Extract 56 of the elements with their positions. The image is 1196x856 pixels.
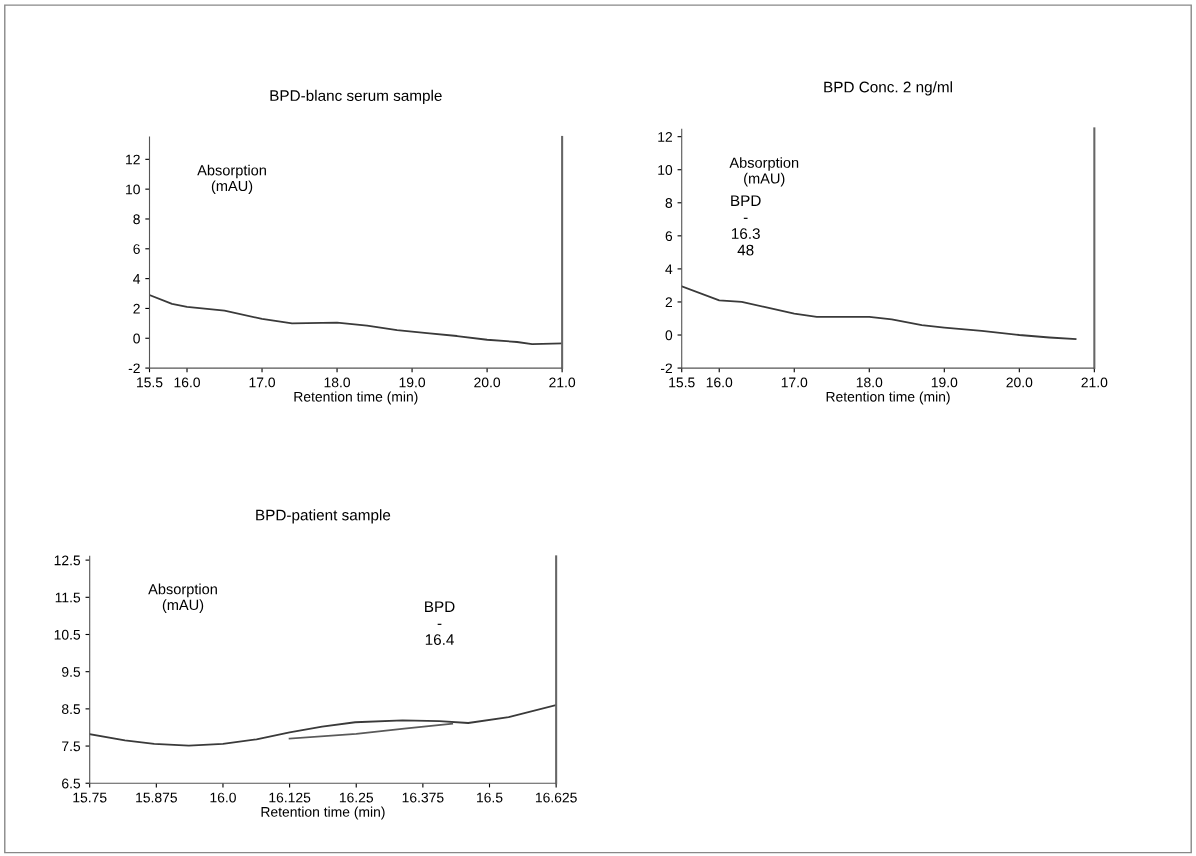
x-tick-label: 17.0 xyxy=(249,377,276,388)
x-tick-label: 15.5 xyxy=(137,377,163,388)
y-tick-label: 8 xyxy=(133,214,140,225)
x-tick-label: 16.0 xyxy=(210,792,236,803)
annotation: BPD - 16.4 xyxy=(425,601,455,646)
x-tick-label: 15.75 xyxy=(73,792,107,803)
x-tick-label: 18.0 xyxy=(856,377,883,388)
x-axis-title: Retention time (min) xyxy=(261,806,385,820)
y-tick-label: 2 xyxy=(665,297,672,307)
y-tick-label: -2 xyxy=(128,363,140,374)
x-tick-label: 16.375 xyxy=(402,792,444,803)
x-tick-label: 18.0 xyxy=(324,377,351,388)
chart-title: BPD-blanc serum sample xyxy=(270,89,442,105)
annotation: BPD - 16.3 48 xyxy=(731,195,761,256)
x-tick-label: 21.0 xyxy=(1081,377,1108,388)
y-axis-title: Absorption (mAU) xyxy=(729,157,799,187)
y-tick-label: 0 xyxy=(665,330,673,341)
y-tick-label: 2 xyxy=(133,303,140,314)
x-tick-label: 19.0 xyxy=(399,377,426,388)
x-tick-label: 15.5 xyxy=(669,377,695,388)
y-tick-label: 12 xyxy=(658,132,672,142)
chart-title: BPD-patient sample xyxy=(256,509,391,524)
x-tick-label: 16.25 xyxy=(339,792,374,803)
x-tick-label: 16.5 xyxy=(477,792,503,803)
y-tick-label: 6.5 xyxy=(62,778,81,789)
y-tick-label: 8.5 xyxy=(61,704,81,715)
y-tick-label: 10 xyxy=(126,184,140,195)
y-tick-label: 6 xyxy=(665,231,673,242)
x-tick-label: 20.0 xyxy=(474,377,501,388)
x-tick-label: 16.0 xyxy=(706,377,733,388)
y-tick-label: 4 xyxy=(665,264,673,274)
y-tick-label: 12.5 xyxy=(54,555,81,566)
x-tick-label: 16.0 xyxy=(174,377,200,388)
y-tick-label: 10.5 xyxy=(54,629,81,640)
x-axis-title: Retention time (min) xyxy=(826,391,950,405)
y-tick-label: 11.5 xyxy=(55,592,81,603)
x-tick-label: 17.0 xyxy=(781,377,808,388)
y-axis-title: Absorption (mAU) xyxy=(148,583,217,613)
x-tick-label: 16.125 xyxy=(269,792,311,803)
y-tick-label: 9.5 xyxy=(62,667,81,677)
y-tick-label: 4 xyxy=(133,274,141,284)
y-axis-title: Absorption (mAU) xyxy=(197,164,266,194)
x-tick-label: 21.0 xyxy=(549,377,576,388)
x-tick-label: 20.0 xyxy=(1006,377,1033,388)
y-tick-label: 10 xyxy=(658,165,673,175)
chart-title: BPD Conc. 2 ng/ml xyxy=(824,81,952,96)
y-tick-label: 8 xyxy=(665,198,673,208)
y-tick-label: 0 xyxy=(133,333,140,344)
y-tick-label: -2 xyxy=(660,363,672,374)
x-tick-label: 16.625 xyxy=(535,792,577,803)
x-tick-label: 15.875 xyxy=(136,792,177,803)
x-axis-title: Retention time (min) xyxy=(294,391,418,405)
x-tick-label: 19.0 xyxy=(931,377,958,388)
y-tick-label: 7.5 xyxy=(62,741,81,752)
y-tick-label: 12 xyxy=(126,154,140,165)
y-tick-label: 6 xyxy=(133,244,140,254)
